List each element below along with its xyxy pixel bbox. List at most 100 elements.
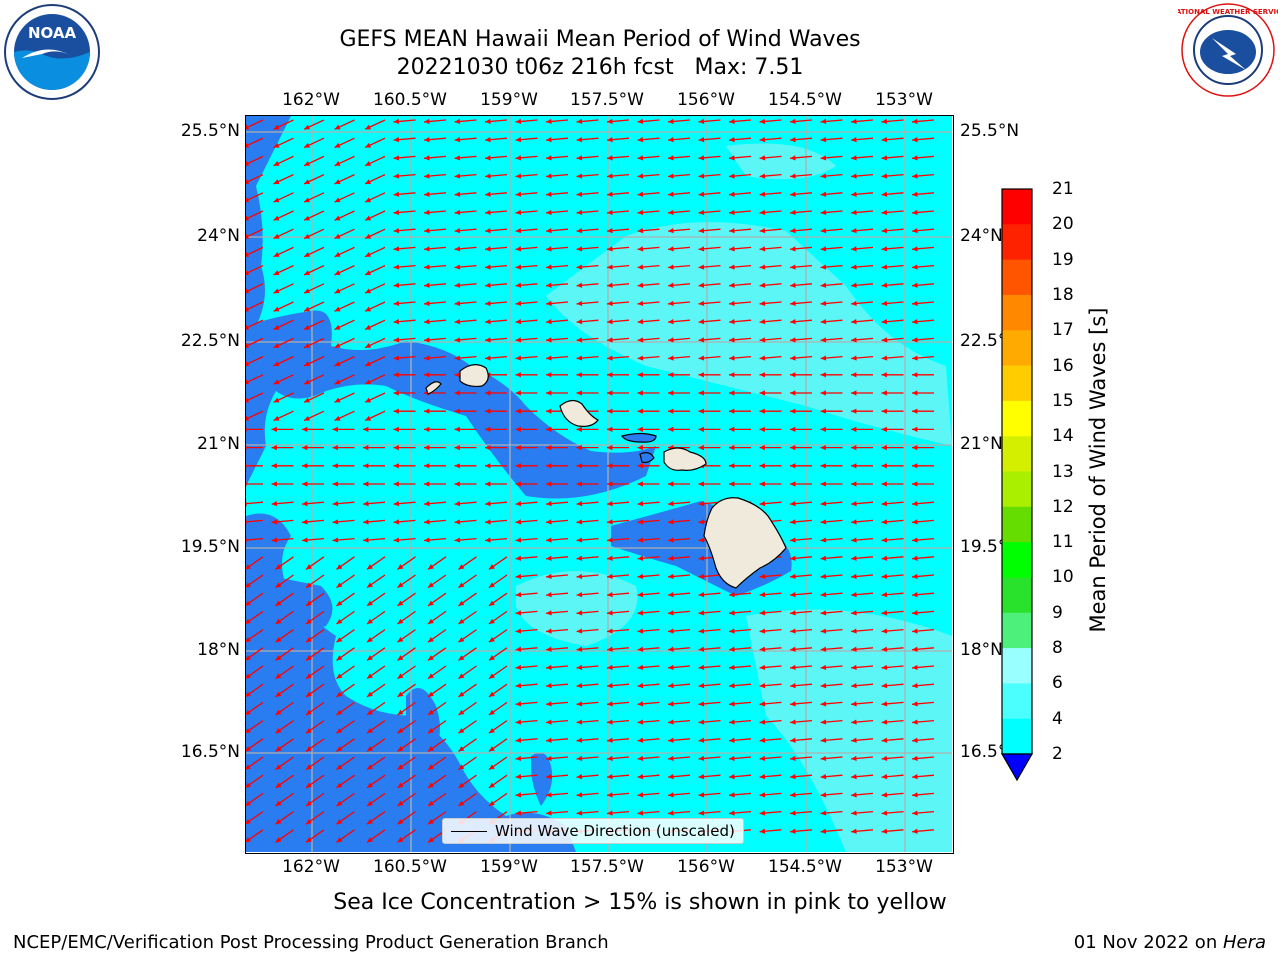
wave-direction-arrowhead: [759, 264, 766, 270]
wave-direction-arrowhead: [246, 673, 251, 679]
wave-direction-arrowhead: [912, 501, 918, 507]
wave-direction-arrowhead: [851, 300, 857, 307]
wave-direction-arrowhead: [366, 709, 373, 716]
wave-direction-arrowhead: [454, 481, 460, 487]
wave-direction-arrowhead: [271, 501, 278, 507]
wave-direction-arrowhead: [820, 573, 827, 580]
wave-direction-arrowhead: [729, 810, 735, 816]
niihau-island: [425, 381, 442, 395]
wave-direction-arrowhead: [424, 463, 430, 469]
wave-direction-arrowhead: [365, 361, 372, 366]
wave-direction-arrowhead: [820, 319, 827, 325]
wave-direction-arrowhead: [759, 683, 766, 689]
wave-direction-arrowhead: [454, 118, 461, 125]
colorbar-band: [1002, 365, 1032, 402]
wave-direction-arrowhead: [488, 800, 495, 807]
wave-direction-arrowhead: [576, 355, 583, 361]
wave-direction-arrowhead: [759, 774, 766, 780]
lon-label-bottom: 162°W: [282, 857, 340, 877]
wave-direction-arrowhead: [454, 246, 461, 252]
wave-direction-arrowhead: [515, 501, 522, 507]
map-panel: [245, 115, 954, 854]
wave-direction-arrowhead: [698, 137, 705, 143]
colorbar-band: [1002, 506, 1032, 543]
wave-direction-arrowhead: [304, 379, 311, 385]
wave-direction-arrowhead: [607, 737, 613, 743]
wave-direction-arrowhead: [546, 737, 552, 743]
wave-direction-arrowhead: [790, 828, 796, 834]
wave-direction-arrowhead: [576, 683, 583, 689]
wave-direction-arrowhead: [515, 426, 521, 433]
wave-direction-arrowhead: [485, 300, 491, 307]
wave-direction-arrowhead: [397, 764, 404, 770]
wave-direction-arrowhead: [881, 408, 887, 414]
wave-direction-arrowhead: [515, 481, 521, 487]
noaa-logo: NOAA: [2, 2, 102, 102]
wave-direction-arrowhead: [607, 683, 613, 689]
wave-direction-arrowhead: [637, 646, 644, 652]
wave-direction-arrowhead: [454, 355, 461, 361]
wave-direction-arrowhead: [273, 343, 280, 348]
wave-direction-arrowhead: [576, 628, 583, 634]
wave-direction-arrowhead: [851, 555, 857, 561]
wave-direction-arrowhead: [851, 390, 857, 396]
wave-direction-arrowhead: [790, 664, 796, 671]
wave-direction-arrowhead: [851, 246, 857, 252]
wave-direction-arrowhead: [881, 209, 888, 216]
lon-label-bottom: 156°W: [677, 857, 735, 877]
wave-direction-arrowhead: [912, 300, 918, 307]
wave-direction-arrowhead: [546, 774, 552, 780]
wave-direction-arrowhead: [576, 282, 583, 288]
legend-line-swatch: [451, 830, 487, 832]
wave-direction-arrowhead: [332, 537, 339, 543]
wave-direction-arrowhead: [271, 519, 278, 525]
wave-direction-arrowhead: [275, 709, 282, 716]
wave-direction-arrowhead: [820, 646, 827, 652]
wave-direction-arrowhead: [912, 792, 918, 798]
wave-direction-arrowhead: [576, 228, 583, 234]
wave-direction-arrowhead: [729, 481, 735, 487]
wave-direction-arrowhead: [759, 610, 766, 616]
wave-direction-arrowhead: [729, 372, 735, 378]
wave-direction-arrowhead: [851, 372, 857, 378]
wave-direction-arrowhead: [881, 426, 887, 433]
wave-direction-arrowhead: [912, 372, 918, 378]
wave-direction-arrowhead: [336, 691, 343, 697]
big-island-hawaii: [703, 497, 787, 589]
wave-direction-arrowhead: [912, 463, 918, 469]
wave-direction-arrowhead: [759, 444, 765, 451]
wave-direction-arrowhead: [546, 319, 552, 325]
wave-direction-arrowhead: [607, 774, 613, 780]
wave-direction-arrowhead: [302, 537, 308, 543]
wave-direction-arrowhead: [576, 264, 583, 270]
wave-direction-arrowhead: [305, 818, 312, 825]
wave-direction-arrowhead: [546, 390, 552, 396]
wave-direction-arrowhead: [546, 592, 552, 598]
wave-direction-arrowhead: [698, 155, 705, 161]
wave-direction-arrowhead: [515, 191, 522, 197]
wave-direction-arrowhead: [424, 209, 430, 216]
wave-direction-arrowhead: [365, 142, 372, 148]
colorbar-band: [1002, 436, 1032, 472]
wave-direction-arrowhead: [275, 837, 282, 843]
wave-direction-arrowhead: [427, 636, 434, 643]
wave-direction-arrowhead: [698, 664, 705, 671]
wave-direction-arrowhead: [427, 818, 434, 825]
wave-direction-arrowhead: [454, 501, 461, 507]
wave-direction-arrowhead: [366, 618, 373, 625]
wave-direction-arrowhead: [759, 701, 766, 707]
wave-direction-arrowhead: [546, 537, 552, 543]
lon-label-bottom: 160.5°W: [373, 857, 447, 877]
wave-direction-arrowhead: [336, 709, 343, 716]
wave-direction-arrowhead: [397, 727, 404, 734]
sea-ice-note: Sea Ice Concentration > 15% is shown in …: [333, 890, 947, 915]
wave-direction-arrowhead: [488, 691, 495, 697]
wave-direction-arrowhead: [305, 673, 312, 679]
wave-direction-arrowhead: [454, 264, 461, 270]
wave-direction-arrowhead: [515, 372, 521, 378]
wave-direction-arrowhead: [790, 155, 796, 161]
wave-direction-arrowhead: [363, 426, 369, 433]
lat-label-right: 21°N: [960, 434, 1003, 454]
wave-direction-arrowhead: [729, 737, 735, 743]
wave-direction-arrowhead: [912, 246, 918, 252]
